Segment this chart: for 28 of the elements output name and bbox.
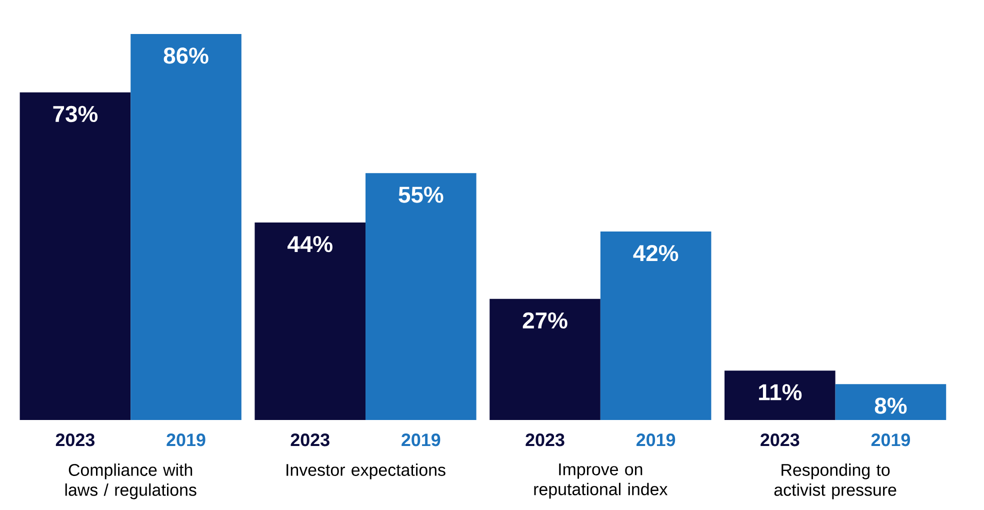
text: 2019 — [871, 434, 910, 446]
bar — [366, 173, 476, 420]
data-label: 42% — [633, 245, 678, 262]
text: 2023 — [290, 434, 330, 446]
x-tick-label: Investor expectations — [286, 464, 446, 480]
data-label: 73% — [53, 106, 98, 122]
bar — [724, 370, 836, 420]
bar — [835, 384, 946, 420]
x-tick-label: Compliance with laws / regulations — [65, 464, 196, 500]
bar — [490, 298, 600, 420]
data-label: 55% — [398, 186, 444, 203]
x-tick-label: Responding to activist pressure — [774, 464, 896, 500]
data-label: 86% — [164, 48, 208, 64]
data-label: 8% — [874, 398, 907, 414]
series-label: 2019 — [166, 434, 206, 446]
text: 2023 — [760, 434, 800, 446]
text: 2019 — [402, 434, 440, 446]
data-label: 44% — [288, 236, 332, 252]
series-label: 2023 — [56, 434, 94, 446]
x-tick-label: Improve on reputational index — [534, 464, 668, 499]
bar — [20, 92, 131, 420]
text: 2023 — [526, 434, 564, 446]
text: 2019 — [636, 434, 676, 446]
data-label: 27% — [522, 312, 568, 329]
bar — [600, 231, 712, 420]
data-label: 11% — [759, 384, 802, 400]
bar — [130, 34, 242, 420]
bar — [254, 222, 366, 420]
